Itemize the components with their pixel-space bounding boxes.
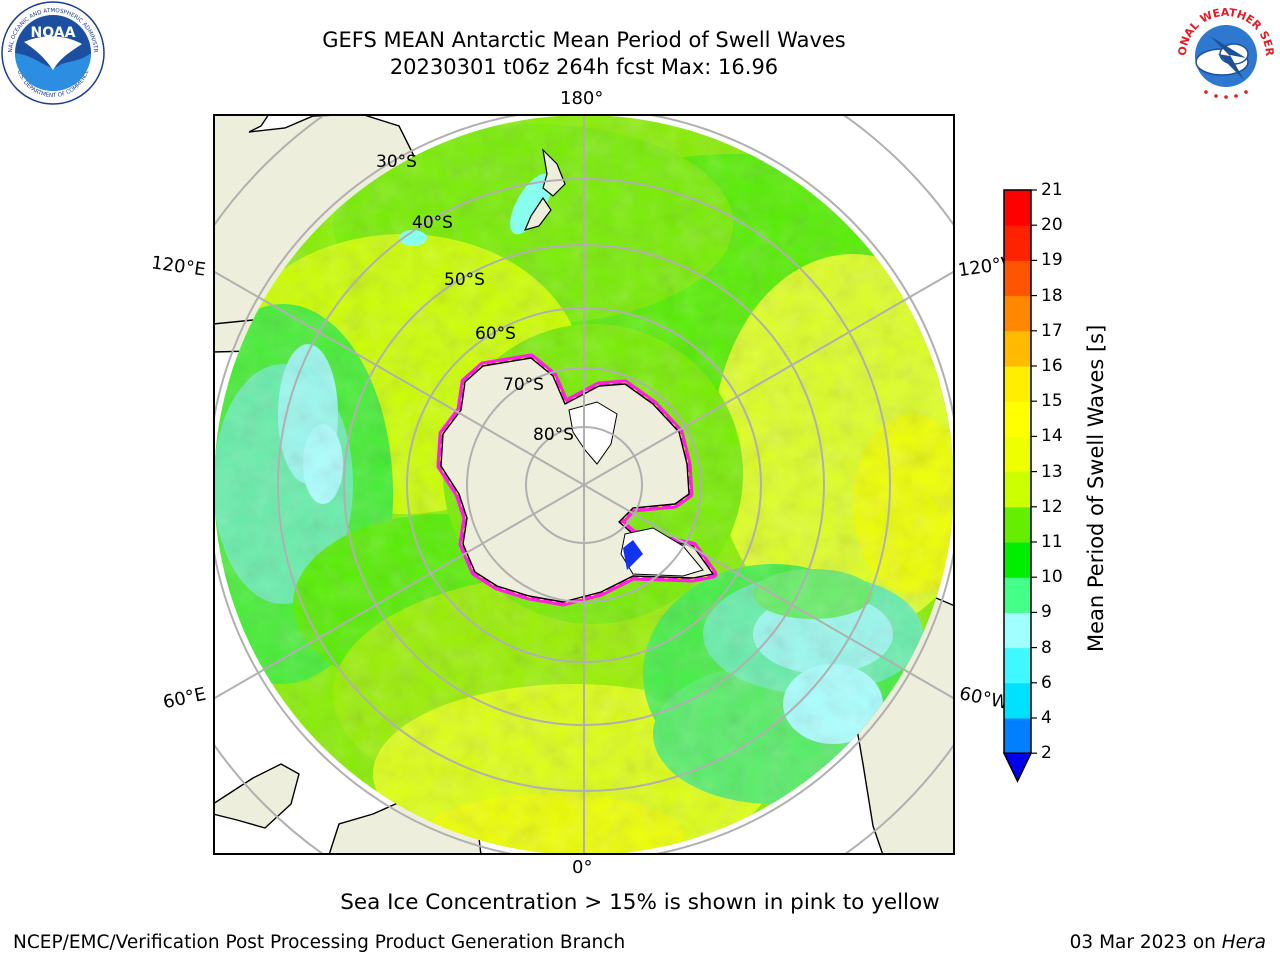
lon-label-0: 0° xyxy=(572,857,593,878)
colorbar-bin xyxy=(1004,542,1031,578)
credit-date: 03 Mar 2023 on Hera xyxy=(1070,932,1266,953)
colorbar-tick-label: 8 xyxy=(1041,637,1052,658)
noaa-logo-icon: NATIONAL OCEANIC AND ATMOSPHERIC ADMINIS… xyxy=(0,0,105,105)
colorbar-bin xyxy=(1004,366,1031,402)
colorbar-tick-label: 13 xyxy=(1041,461,1063,482)
credit-branch: NCEP/EMC/Verification Post Processing Pr… xyxy=(13,932,626,953)
polar-map xyxy=(213,114,955,855)
colorbar-extend-arrow xyxy=(1002,752,1033,783)
nws-logo-icon: NATIONAL WEATHER SERVICE xyxy=(1172,0,1276,103)
colorbar-tick-label: 20 xyxy=(1041,215,1063,236)
colorbar-tick-label: 14 xyxy=(1041,426,1063,447)
lat-label-60s: 60°S xyxy=(475,324,516,344)
colorbar-tick-label: 16 xyxy=(1041,356,1063,376)
machine-name: Hera xyxy=(1221,932,1266,953)
colorbar-bin xyxy=(1004,436,1031,473)
lat-label-50s: 50°S xyxy=(444,270,485,290)
colorbar-bin xyxy=(1004,471,1031,508)
lat-label-40s: 40°S xyxy=(412,213,453,233)
chart-title: GEFS MEAN Antarctic Mean Period of Swell… xyxy=(322,28,846,52)
colorbar xyxy=(1002,189,1037,783)
map-frame xyxy=(213,114,955,855)
lon-label-120e: 120°E xyxy=(149,252,207,281)
lon-label-60e: 60°E xyxy=(161,683,208,714)
colorbar-tick-label: 2 xyxy=(1041,743,1052,764)
colorbar-bin xyxy=(1004,295,1031,332)
colorbar-tick-label: 18 xyxy=(1041,285,1063,306)
colorbar-tick-label: 12 xyxy=(1041,496,1063,517)
colorbar-tick-label: 11 xyxy=(1041,532,1063,552)
colorbar-bin xyxy=(1004,225,1031,261)
lon-label-180: 180° xyxy=(560,88,604,109)
colorbar-bin xyxy=(1004,718,1031,754)
colorbar-bin xyxy=(1004,682,1031,719)
date-text: 03 Mar 2023 on xyxy=(1069,932,1222,953)
sea-ice-note: Sea Ice Concentration > 15% is shown in … xyxy=(340,890,940,915)
colorbar-tick-label: 21 xyxy=(1041,180,1063,200)
colorbar-bin xyxy=(1004,577,1031,613)
colorbar-tick-label: 6 xyxy=(1041,672,1052,693)
colorbar-bin xyxy=(1004,401,1031,437)
new-zealand xyxy=(523,148,566,231)
colorbar-bin xyxy=(1004,330,1031,367)
svg-text:NOAA: NOAA xyxy=(31,25,76,41)
colorbar-tick-label: 9 xyxy=(1041,602,1052,623)
lat-label-70s: 70°S xyxy=(503,375,544,395)
colorbar-tick-label: 17 xyxy=(1041,320,1063,341)
colorbar-bin xyxy=(1004,190,1031,226)
lat-label-80s: 80°S xyxy=(533,425,574,445)
chart-subtitle: 20230301 t06z 264h fcst Max: 16.96 xyxy=(389,55,779,79)
colorbar-bin xyxy=(1004,647,1031,684)
colorbar-bin xyxy=(1004,506,1031,543)
colorbar-bin xyxy=(1004,260,1031,297)
graticule xyxy=(213,114,955,855)
colorbar-tick-label: 4 xyxy=(1041,708,1052,728)
colorbar-tick-label: 19 xyxy=(1041,250,1063,271)
colorbar-bin xyxy=(1004,612,1031,649)
colorbar-label: Mean Period of Swell Waves [s] xyxy=(1084,324,1108,652)
lat-label-30s: 30°S xyxy=(376,152,417,172)
colorbar-tick-label: 15 xyxy=(1041,391,1063,412)
colorbar-tick-label: 10 xyxy=(1041,567,1063,588)
